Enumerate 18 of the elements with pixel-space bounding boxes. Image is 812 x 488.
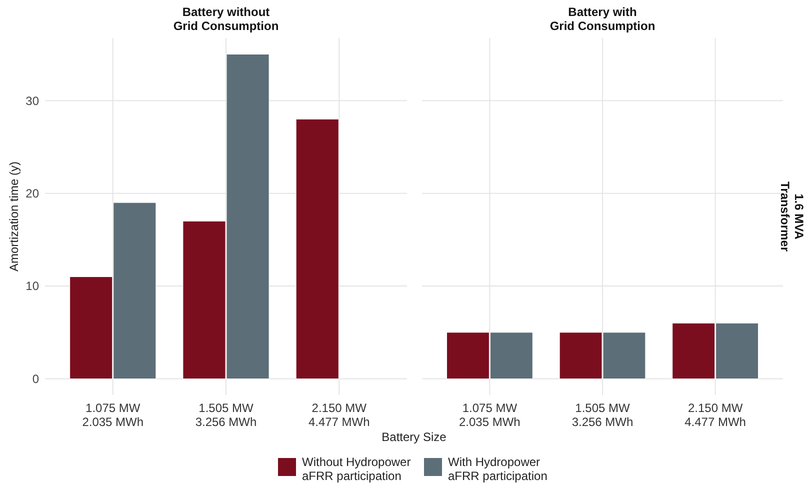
legend-label: Without Hydropower aFRR participation [302, 455, 411, 483]
annotation: 1.6 MVA Transformer [778, 181, 806, 252]
bar [296, 118, 339, 380]
legend-label: With Hydropower aFRR participation [448, 455, 548, 483]
chart-title: Battery without Grid Consumption [173, 5, 279, 33]
y-tick-label: 30 [26, 94, 40, 108]
y-tick-label: 0 [32, 372, 40, 386]
chart-title: Battery with Grid Consumption [550, 5, 656, 33]
y-tick-label: 10 [26, 279, 40, 294]
x-tick-label: 1.505 MW 3.256 MWh [572, 401, 634, 429]
x-tick-label: 1.075 MW 2.035 MWh [459, 401, 520, 429]
x-tick-label: 2.150 MW 4.477 MWh [308, 401, 370, 429]
x-axis-title: Battery Size [382, 430, 447, 444]
x-tick-label: 1.075 MW 2.035 MWh [82, 401, 144, 429]
y-tick-label: 20 [26, 186, 40, 201]
y-axis-title: Amortization time (y) [7, 161, 21, 272]
x-tick-label: 2.150 MW 4.477 MWh [684, 401, 746, 429]
x-tick-label: 1.505 MW 3.256 MWh [195, 401, 257, 429]
